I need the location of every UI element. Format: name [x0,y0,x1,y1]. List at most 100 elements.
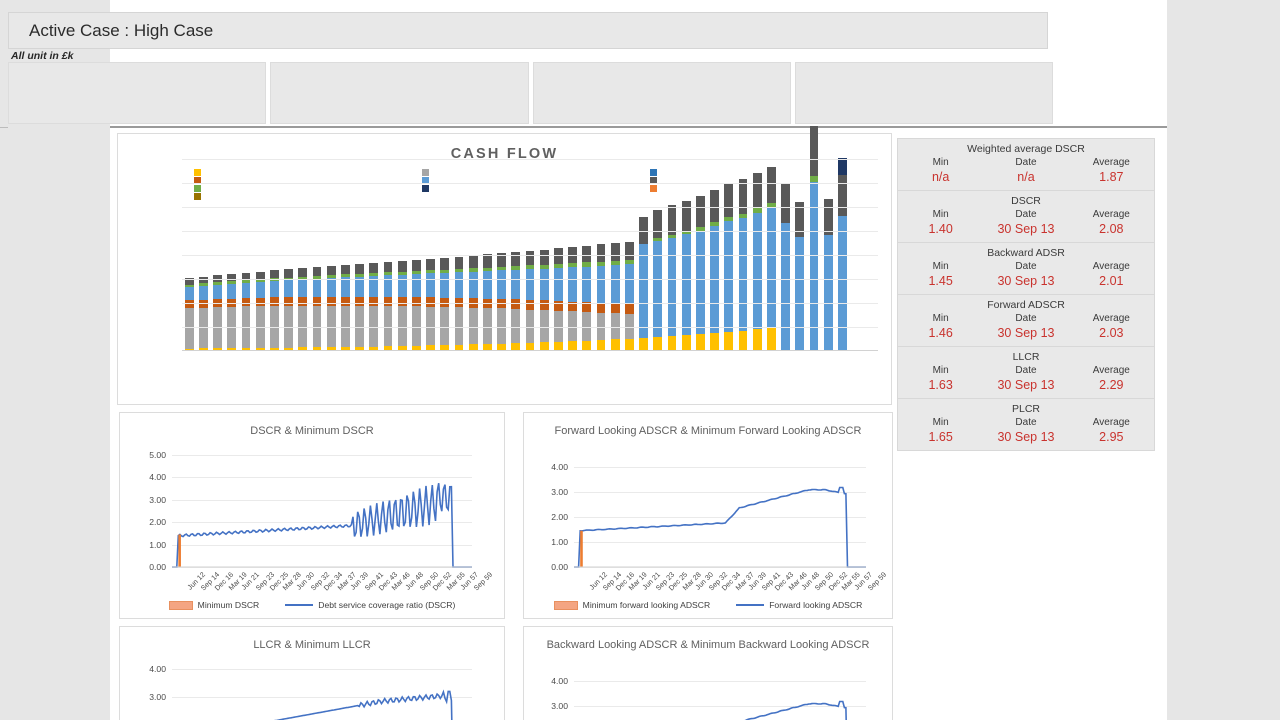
bar-slot[interactable] [835,158,849,350]
bar-slot[interactable] [367,158,381,350]
stacked-bar[interactable] [241,272,251,350]
stacked-bar[interactable] [724,184,734,350]
stacked-bar[interactable] [454,256,464,350]
bar-slot[interactable] [750,158,764,350]
bar-slot[interactable] [281,158,295,350]
stacked-bar[interactable] [667,205,677,350]
bar-slot[interactable] [395,158,409,350]
stacked-bar[interactable] [596,244,606,350]
bar-slot[interactable] [764,158,778,350]
metric-block-weighted-average-dscr[interactable]: Weighted average DSCR Min Date Average n/a n/… [897,138,1155,190]
metric-block-llcr[interactable]: LLCR Min Date Average 1.63 30 Sep 13 2.29 [897,346,1155,398]
bar-slot[interactable] [381,158,395,350]
bar-slot[interactable] [239,158,253,350]
bar-slot[interactable] [850,158,864,350]
stacked-bar[interactable] [610,243,620,350]
stacked-bar[interactable] [383,261,393,350]
kpi-card-0[interactable] [8,62,267,124]
stacked-bar[interactable] [355,263,364,350]
bar-slot[interactable] [821,158,835,350]
stacked-bar[interactable] [340,265,350,350]
bar-slot[interactable] [225,158,239,350]
stacked-bar[interactable] [511,252,521,350]
stacked-bar[interactable] [539,249,549,350]
stacked-bar[interactable] [752,173,762,350]
bar-slot[interactable] [622,158,636,350]
bar-slot[interactable] [480,158,494,350]
stacked-bar[interactable] [227,273,237,350]
bar-slot[interactable] [210,158,224,350]
stacked-bar[interactable] [198,276,208,350]
stacked-bar[interactable] [838,158,847,350]
bar-slot[interactable] [779,158,793,350]
bar-slot[interactable] [523,158,537,350]
legend-item[interactable] [650,169,884,176]
stacked-bar[interactable] [284,269,293,350]
stacked-bar[interactable] [738,179,748,350]
bar-slot[interactable] [466,158,480,350]
bar-slot[interactable] [324,158,338,350]
stacked-bar[interactable] [312,267,322,350]
stacked-bar[interactable] [269,270,279,350]
metric-block-forward-adscr[interactable]: Forward ADSCR Min Date Average 1.46 30 Sep 13… [897,294,1155,346]
legend-item[interactable] [194,177,422,184]
bar-slot[interactable] [310,158,324,350]
legend-item[interactable]: Minimum DSCR [168,600,259,610]
stacked-bar[interactable] [525,250,535,350]
bar-slot[interactable] [196,158,210,350]
bar-slot[interactable] [708,158,722,350]
legend-item[interactable] [422,177,650,184]
stacked-bar[interactable] [298,268,308,350]
stacked-bar[interactable] [369,262,379,350]
stacked-bar[interactable] [781,184,791,350]
bar-slot[interactable] [693,158,707,350]
bar-slot[interactable] [338,158,352,350]
bar-slot[interactable] [679,158,693,350]
bar-slot[interactable] [722,158,736,350]
bar-slot[interactable] [494,158,508,350]
stacked-bar[interactable] [639,216,648,350]
stacked-bar[interactable] [440,257,450,350]
bar-slot[interactable] [551,158,565,350]
stacked-bar[interactable] [397,260,407,350]
bar-slot[interactable] [537,158,551,350]
legend-item[interactable] [194,193,422,200]
stacked-bar[interactable] [411,259,421,350]
active-case-title-bar[interactable]: Active Case : High Case [8,12,1048,49]
legend-item[interactable] [422,185,650,192]
bar-slot[interactable] [807,126,821,350]
bar-slot[interactable] [423,158,437,350]
stacked-bar[interactable] [696,196,705,350]
stacked-bar[interactable] [213,275,222,350]
bar-slot[interactable] [651,158,665,350]
bar-slot[interactable] [296,158,310,350]
stacked-bar[interactable] [326,266,336,350]
metric-block-plcr[interactable]: PLCR Min Date Average 1.65 30 Sep 13 2.95 [897,398,1155,451]
bar-slot[interactable] [736,158,750,350]
legend-item[interactable] [650,185,884,192]
bar-slot[interactable] [608,158,622,350]
bar-slot[interactable] [864,158,878,350]
bar-slot[interactable] [267,158,281,350]
legend-item[interactable] [194,169,422,176]
stacked-bar[interactable] [653,209,663,350]
kpi-card-2[interactable] [532,62,791,124]
legend-item[interactable]: Debt service coverage ratio (DSCR) [285,600,455,610]
stacked-bar[interactable] [468,255,478,350]
bar-slot[interactable] [509,158,523,350]
stacked-bar[interactable] [426,258,435,350]
bar-slot[interactable] [665,158,679,350]
stacked-bar[interactable] [795,202,805,350]
bar-slot[interactable] [565,158,579,350]
legend-item[interactable] [422,169,650,176]
stacked-bar[interactable] [497,253,506,350]
stacked-bar[interactable] [681,200,691,350]
stacked-bar[interactable] [184,278,194,350]
bar-slot[interactable] [452,158,466,350]
kpi-card-3[interactable] [794,62,1053,124]
bar-slot[interactable] [637,158,651,350]
legend-item[interactable]: Minimum forward looking ADSCR [553,600,710,610]
legend-item[interactable] [650,177,884,184]
stacked-bar[interactable] [809,126,819,350]
bar-slot[interactable] [580,158,594,350]
